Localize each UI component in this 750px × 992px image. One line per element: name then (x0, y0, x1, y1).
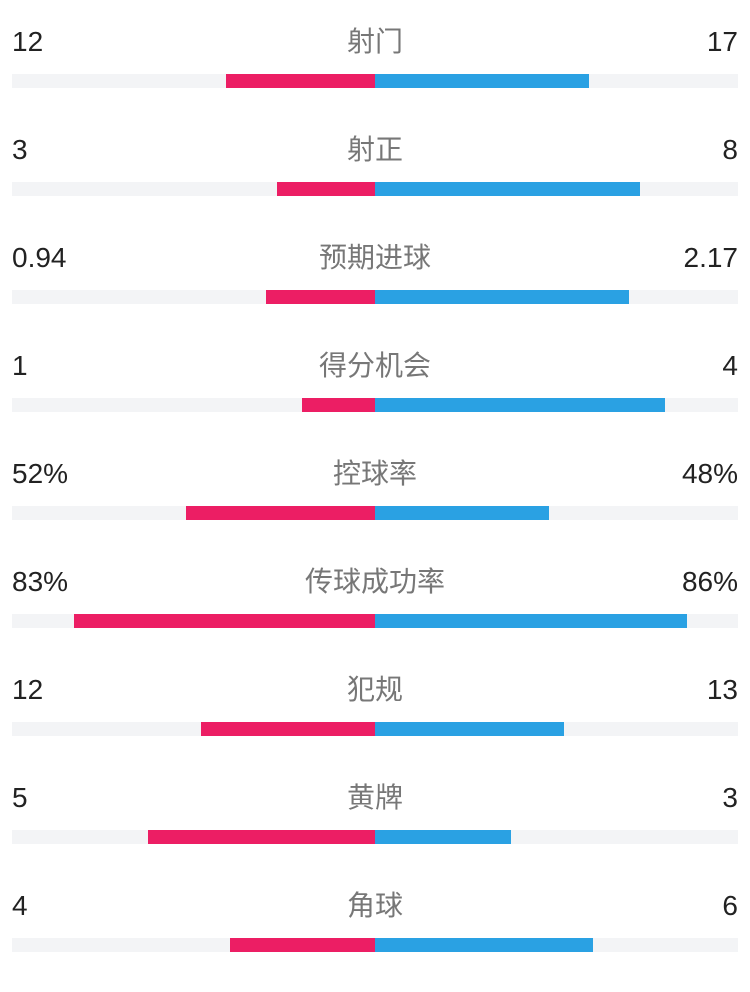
stat-bar-right-half (375, 830, 738, 844)
stat-labels: 5黄牌3 (12, 776, 738, 816)
bar-fill-left (74, 614, 375, 628)
stat-bar-right-half (375, 74, 738, 88)
stat-row: 12犯规13 (12, 668, 738, 736)
stat-bar (12, 182, 738, 196)
stat-value-right: 3 (668, 782, 738, 814)
stat-value-right: 8 (668, 134, 738, 166)
bar-fill-right (375, 830, 511, 844)
stat-bar (12, 938, 738, 952)
stat-bar-right-half (375, 938, 738, 952)
stat-row: 0.94预期进球2.17 (12, 236, 738, 304)
stat-name-label: 控球率 (82, 452, 668, 492)
stat-value-right: 6 (668, 890, 738, 922)
stat-labels: 52%控球率48% (12, 452, 738, 492)
stat-bar-right-half (375, 398, 738, 412)
stat-bar (12, 506, 738, 520)
stat-name-label: 角球 (82, 884, 668, 924)
stat-row: 5黄牌3 (12, 776, 738, 844)
stat-value-right: 2.17 (668, 242, 738, 274)
stat-bar (12, 830, 738, 844)
stat-bar (12, 722, 738, 736)
stat-bar-left-half (12, 182, 375, 196)
stat-labels: 1得分机会4 (12, 344, 738, 384)
stat-value-left: 5 (12, 782, 82, 814)
stat-bar-right-half (375, 614, 738, 628)
stat-bar-left-half (12, 506, 375, 520)
stat-value-right: 17 (668, 26, 738, 58)
stat-bar (12, 74, 738, 88)
stat-value-left: 12 (12, 674, 82, 706)
stat-bar-left-half (12, 74, 375, 88)
bar-fill-left (302, 398, 375, 412)
stat-row: 1得分机会4 (12, 344, 738, 412)
bar-fill-right (375, 614, 687, 628)
stat-bar-left-half (12, 830, 375, 844)
stat-bar (12, 398, 738, 412)
stat-value-left: 83% (12, 566, 82, 598)
stat-bar-left-half (12, 398, 375, 412)
stat-labels: 3射正8 (12, 128, 738, 168)
bar-fill-right (375, 74, 589, 88)
stat-value-left: 0.94 (12, 242, 82, 274)
stat-labels: 4角球6 (12, 884, 738, 924)
stat-value-right: 86% (668, 566, 738, 598)
stat-bar-right-half (375, 506, 738, 520)
bar-fill-left (148, 830, 375, 844)
stat-bar (12, 290, 738, 304)
stat-labels: 12射门17 (12, 20, 738, 60)
stat-name-label: 射正 (82, 128, 668, 168)
stat-name-label: 射门 (82, 20, 668, 60)
stat-bar-right-half (375, 722, 738, 736)
bar-fill-right (375, 182, 640, 196)
stat-value-left: 4 (12, 890, 82, 922)
stat-value-right: 13 (668, 674, 738, 706)
bar-fill-left (266, 290, 375, 304)
bar-fill-left (226, 74, 375, 88)
stat-value-left: 12 (12, 26, 82, 58)
stat-bar-left-half (12, 938, 375, 952)
bar-fill-right (375, 290, 629, 304)
stat-labels: 83%传球成功率86% (12, 560, 738, 600)
stat-row: 83%传球成功率86% (12, 560, 738, 628)
stat-name-label: 犯规 (82, 668, 668, 708)
stat-bar-left-half (12, 614, 375, 628)
stat-labels: 12犯规13 (12, 668, 738, 708)
stat-row: 52%控球率48% (12, 452, 738, 520)
stat-bar-right-half (375, 182, 738, 196)
bar-fill-right (375, 506, 549, 520)
stat-name-label: 传球成功率 (82, 560, 668, 600)
bar-fill-right (375, 722, 564, 736)
stat-row: 3射正8 (12, 128, 738, 196)
stat-bar (12, 614, 738, 628)
match-stats-chart: 12射门173射正80.94预期进球2.171得分机会452%控球率48%83%… (0, 0, 750, 952)
bar-fill-right (375, 938, 593, 952)
stat-bar-left-half (12, 722, 375, 736)
bar-fill-left (186, 506, 375, 520)
bar-fill-right (375, 398, 665, 412)
stat-row: 4角球6 (12, 884, 738, 952)
bar-fill-left (201, 722, 375, 736)
bar-fill-left (230, 938, 375, 952)
stat-value-left: 3 (12, 134, 82, 166)
stat-value-left: 52% (12, 458, 82, 490)
stat-value-right: 48% (668, 458, 738, 490)
stat-name-label: 预期进球 (82, 236, 668, 276)
stat-bar-right-half (375, 290, 738, 304)
stat-name-label: 得分机会 (82, 344, 668, 384)
stat-value-right: 4 (668, 350, 738, 382)
stat-labels: 0.94预期进球2.17 (12, 236, 738, 276)
bar-fill-left (277, 182, 375, 196)
stat-bar-left-half (12, 290, 375, 304)
stat-value-left: 1 (12, 350, 82, 382)
stat-row: 12射门17 (12, 20, 738, 88)
stat-name-label: 黄牌 (82, 776, 668, 816)
